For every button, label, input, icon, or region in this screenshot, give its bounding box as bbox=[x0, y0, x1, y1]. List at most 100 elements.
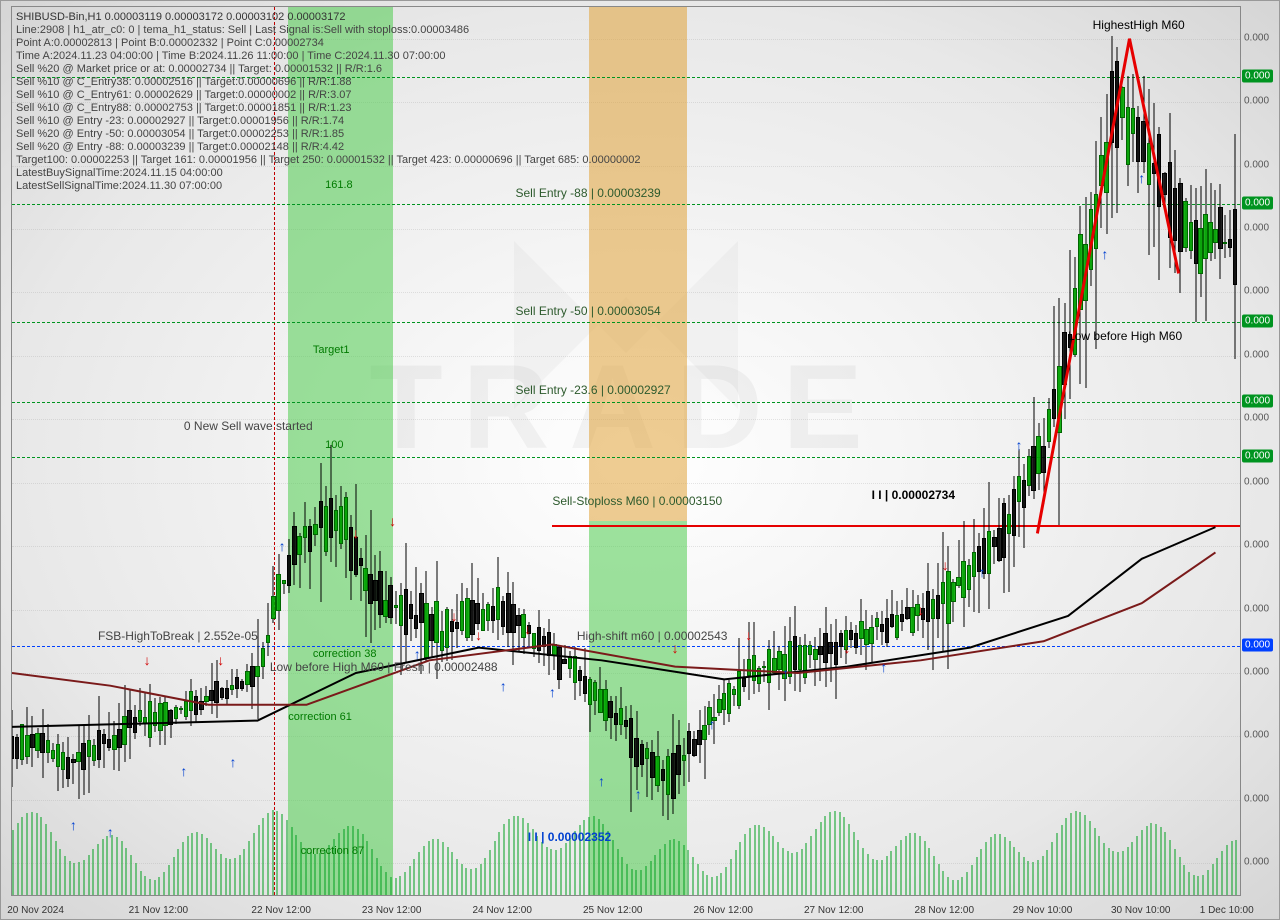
candle bbox=[880, 611, 884, 645]
volume-bar bbox=[395, 878, 397, 895]
candle bbox=[20, 724, 24, 765]
volume-bar bbox=[451, 852, 453, 895]
candle bbox=[117, 703, 121, 770]
candle bbox=[297, 533, 301, 588]
candle bbox=[133, 705, 137, 739]
arrow-down-icon: ↓ bbox=[451, 608, 458, 624]
candle bbox=[828, 624, 832, 682]
candle bbox=[445, 607, 449, 661]
candle bbox=[834, 619, 838, 699]
volume-bar bbox=[579, 825, 581, 895]
plot-area[interactable]: TRADE ↑↑↓↑↓↑↑↓↓↑↓↓↑↓↑↑↑↓↑↓↑↓↑↓↓↑↑↑↑ Sell… bbox=[11, 6, 1241, 896]
candle bbox=[767, 640, 771, 710]
volume-bar bbox=[276, 811, 278, 895]
volume-bar bbox=[810, 836, 812, 895]
candle bbox=[179, 706, 183, 713]
candle bbox=[573, 647, 577, 700]
candle bbox=[588, 677, 592, 732]
volume-bar bbox=[1146, 826, 1148, 895]
volume-bar bbox=[1103, 843, 1105, 895]
volume-bar bbox=[125, 848, 127, 895]
volume-bar bbox=[758, 825, 760, 895]
candle bbox=[204, 686, 208, 705]
y-tick: 0.000 bbox=[1244, 730, 1269, 741]
volume-bar bbox=[498, 832, 500, 895]
candle bbox=[557, 645, 561, 689]
x-tick: 21 Nov 12:00 bbox=[129, 905, 189, 916]
candle bbox=[174, 705, 178, 724]
arrow-up-icon: ↑ bbox=[500, 678, 507, 694]
candle bbox=[608, 696, 612, 740]
volume-bar bbox=[1112, 851, 1114, 895]
candle bbox=[752, 622, 756, 694]
candle bbox=[1233, 134, 1237, 359]
candle bbox=[127, 689, 131, 759]
candle bbox=[629, 705, 633, 812]
volume-bar bbox=[210, 843, 212, 895]
volume-bar bbox=[239, 855, 241, 895]
volume-bar bbox=[1075, 811, 1077, 895]
volume-bar bbox=[768, 831, 770, 895]
volume-bar bbox=[730, 859, 732, 895]
candle bbox=[1012, 476, 1016, 567]
volume-bar bbox=[754, 825, 756, 895]
x-tick: 25 Nov 12:00 bbox=[583, 905, 643, 916]
volume-bar bbox=[92, 849, 94, 895]
candle bbox=[66, 737, 70, 787]
volume-bar bbox=[664, 844, 666, 895]
volume-bar bbox=[220, 854, 222, 895]
candle bbox=[30, 716, 34, 768]
volume-bar bbox=[409, 866, 411, 895]
volume-bar bbox=[886, 856, 888, 895]
candle bbox=[1027, 449, 1031, 496]
candle bbox=[1126, 76, 1130, 186]
candle bbox=[220, 687, 224, 699]
arrow-down-icon: ↓ bbox=[475, 627, 482, 643]
volume-bar bbox=[182, 842, 184, 895]
candle bbox=[1007, 495, 1011, 592]
vertical-band bbox=[288, 7, 392, 895]
volume-bar bbox=[168, 865, 170, 895]
volume-bar bbox=[1042, 856, 1044, 895]
arrow-down-icon: ↓ bbox=[217, 652, 224, 668]
candle bbox=[15, 734, 19, 769]
candle bbox=[324, 486, 328, 556]
volume-bar bbox=[1141, 830, 1143, 895]
candle bbox=[465, 588, 469, 641]
candle bbox=[762, 661, 766, 683]
volume-bar bbox=[456, 859, 458, 895]
candle bbox=[737, 638, 741, 709]
volume-bar bbox=[1193, 875, 1195, 895]
candle bbox=[25, 707, 29, 764]
candle bbox=[1152, 103, 1156, 247]
volume-bar bbox=[206, 838, 208, 895]
candle bbox=[772, 631, 776, 675]
candle bbox=[697, 710, 701, 762]
fib-level-label: Target1 bbox=[313, 344, 350, 356]
candle bbox=[614, 696, 618, 741]
candle bbox=[961, 521, 965, 627]
volume-bar bbox=[772, 836, 774, 895]
volume-bar bbox=[857, 840, 859, 895]
volume-bar bbox=[36, 813, 38, 895]
chart-annotation: FSB-HighToBreak | 2.552e-05 bbox=[98, 629, 258, 643]
volume-bar bbox=[839, 812, 841, 895]
candle bbox=[1198, 186, 1202, 296]
candle bbox=[359, 548, 363, 600]
candle bbox=[875, 612, 879, 640]
y-tick: 0.000 bbox=[1244, 793, 1269, 804]
x-tick: 28 Nov 12:00 bbox=[915, 905, 975, 916]
volume-bar bbox=[149, 879, 151, 895]
candle bbox=[424, 571, 428, 661]
candle bbox=[676, 720, 680, 794]
candle bbox=[1057, 298, 1061, 525]
volume-bar bbox=[201, 834, 203, 895]
candle bbox=[92, 739, 96, 766]
volume-bar bbox=[555, 850, 557, 895]
volume-bar bbox=[484, 858, 486, 895]
candle bbox=[666, 749, 670, 820]
volume-bar bbox=[801, 849, 803, 895]
volume-bar bbox=[399, 876, 401, 895]
candle bbox=[671, 714, 675, 814]
volume-bar bbox=[853, 832, 855, 895]
